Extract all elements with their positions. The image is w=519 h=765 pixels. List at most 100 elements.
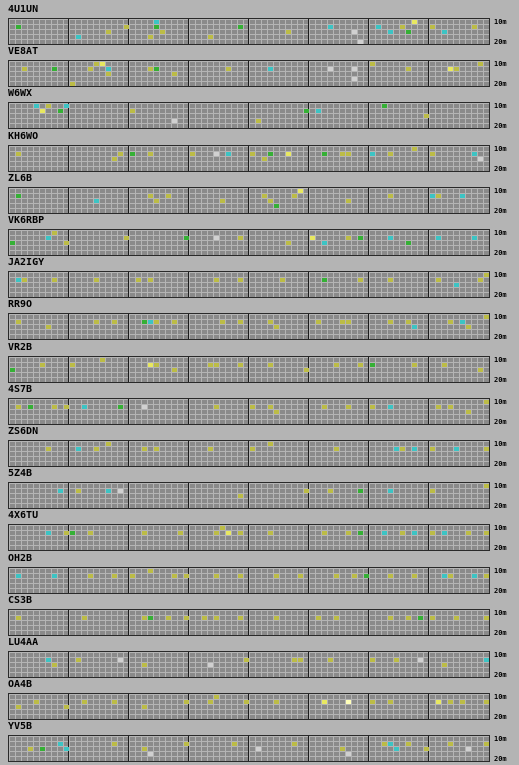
- signal-cell: [346, 752, 351, 756]
- grid-divider: [428, 19, 429, 44]
- grid-divider: [188, 19, 189, 44]
- signal-cell: [328, 25, 333, 29]
- signal-cell: [484, 700, 489, 704]
- signal-cell: [184, 236, 189, 240]
- grid-divider: [308, 272, 309, 297]
- station-row: ZL6B 10m 20m: [0, 172, 519, 215]
- grid-divider: [68, 483, 69, 508]
- signal-cell: [214, 531, 219, 535]
- signal-cell: [130, 574, 135, 578]
- grid-divider: [428, 652, 429, 677]
- grid-divider: [188, 314, 189, 339]
- grid-divider: [308, 314, 309, 339]
- signal-cell: [400, 25, 405, 29]
- band-label-bottom: 20m: [494, 249, 507, 257]
- signal-cell: [16, 25, 21, 29]
- band-label-bottom: 20m: [494, 713, 507, 721]
- grid-divider: [68, 314, 69, 339]
- signal-cell: [472, 25, 477, 29]
- signal-cell: [238, 363, 243, 367]
- signal-cell: [316, 320, 321, 324]
- signal-cell: [94, 278, 99, 282]
- signal-cell: [64, 705, 69, 709]
- station-row: 4U1UN 10m 20m: [0, 3, 519, 46]
- signal-cell: [292, 742, 297, 746]
- signal-cell: [436, 700, 441, 704]
- signal-cell: [16, 705, 21, 709]
- signal-cell: [292, 194, 297, 198]
- signal-cell: [40, 747, 45, 751]
- signal-cell: [370, 658, 375, 662]
- grid-divider: [248, 652, 249, 677]
- grid-divider: [248, 525, 249, 550]
- signal-cell: [148, 278, 153, 282]
- signal-cell: [478, 368, 483, 372]
- signal-cell: [484, 484, 489, 488]
- signal-cell: [448, 67, 453, 71]
- grid-divider: [368, 314, 369, 339]
- signal-cell: [352, 574, 357, 578]
- grid-divider: [68, 103, 69, 128]
- signal-cell: [454, 283, 459, 287]
- grid-divider: [248, 483, 249, 508]
- grid-divider: [368, 610, 369, 635]
- signal-cell: [268, 199, 273, 203]
- signal-cell: [76, 658, 81, 662]
- grid-divider: [188, 736, 189, 761]
- signal-cell: [400, 447, 405, 451]
- signal-cell: [436, 405, 441, 409]
- grid-divider: [368, 146, 369, 171]
- signal-cell: [388, 236, 393, 240]
- signal-cell: [280, 278, 285, 282]
- grid-divider: [428, 357, 429, 382]
- band-label-bottom: 20m: [494, 671, 507, 679]
- signal-cell: [460, 320, 465, 324]
- signal-cell: [148, 752, 153, 756]
- station-callsign: VR2B: [8, 342, 33, 353]
- signal-cell: [16, 194, 21, 198]
- signal-cell: [238, 320, 243, 324]
- signal-cell: [52, 231, 57, 235]
- grid-divider: [368, 61, 369, 86]
- signal-cell: [406, 616, 411, 620]
- grid-divider: [368, 399, 369, 424]
- signal-cell: [154, 363, 159, 367]
- grid-divider: [188, 230, 189, 255]
- signal-cell: [388, 742, 393, 746]
- signal-cell: [154, 67, 159, 71]
- grid-divider: [128, 652, 129, 677]
- station-row: LU4AA 10m 20m: [0, 636, 519, 679]
- signal-cell: [322, 700, 327, 704]
- signal-cell: [334, 574, 339, 578]
- signal-cell: [214, 152, 219, 156]
- signal-cell: [388, 194, 393, 198]
- signal-cell: [82, 700, 87, 704]
- signal-cell: [454, 616, 459, 620]
- band-label-top: 10m: [494, 356, 507, 364]
- signal-cell: [88, 531, 93, 535]
- signal-cell: [28, 405, 33, 409]
- grid-divider: [128, 483, 129, 508]
- signal-cell: [406, 320, 411, 324]
- grid-divider: [308, 694, 309, 719]
- grid-divider: [68, 61, 69, 86]
- signal-cell: [346, 236, 351, 240]
- signal-cell: [262, 157, 267, 161]
- station-row: W6WX 10m 20m: [0, 87, 519, 130]
- signal-cell: [70, 82, 75, 86]
- signal-cell: [172, 574, 177, 578]
- station-callsign: 5Z4B: [8, 468, 33, 479]
- station-callsign: CS3B: [8, 595, 33, 606]
- band-label-bottom: 20m: [494, 291, 507, 299]
- station-row: 4S7B 10m 20m: [0, 383, 519, 426]
- grid-divider: [128, 525, 129, 550]
- signal-cell: [274, 616, 279, 620]
- grid-divider: [128, 441, 129, 466]
- signal-cell: [214, 574, 219, 578]
- grid-divider: [68, 357, 69, 382]
- band-label-bottom: 20m: [494, 122, 507, 130]
- signal-cell: [442, 531, 447, 535]
- station-callsign: LU4AA: [8, 637, 39, 648]
- signal-cell: [46, 531, 51, 535]
- signal-cell: [484, 616, 489, 620]
